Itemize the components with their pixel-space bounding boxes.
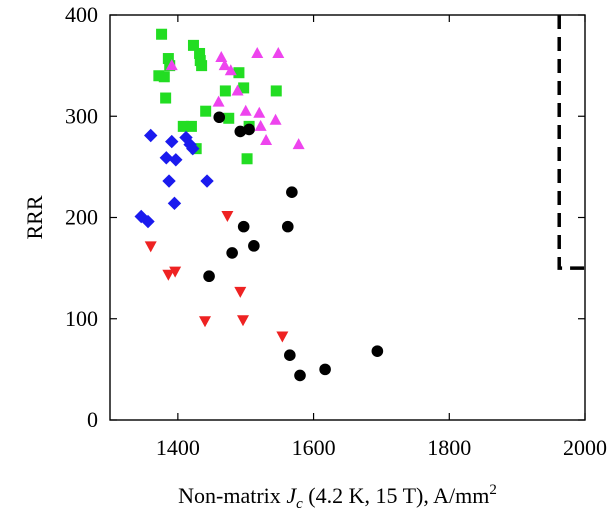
diamond-data-point [200, 174, 214, 188]
square-data-point [233, 67, 245, 79]
triangle-down-data-point [169, 266, 182, 278]
square-data-point [270, 85, 282, 97]
plot-frame [109, 14, 586, 421]
circle-data-point [248, 240, 260, 252]
circle-data-point [237, 220, 250, 233]
triangle-down-data-point [237, 315, 249, 327]
x-tick-label: 1600 [292, 435, 336, 460]
triangle-up-data-point [251, 46, 264, 58]
circle-data-point [203, 270, 215, 283]
triangle-down-data-point [234, 286, 247, 298]
square-data-point [194, 47, 206, 59]
y-axis-title: RRR [22, 195, 47, 239]
triangle-up-data-point [218, 59, 231, 71]
triangle-up-data-point [165, 59, 178, 71]
triangle-up-data-point [260, 134, 273, 146]
diamond-data-point [186, 141, 200, 156]
square-data-point [223, 112, 235, 124]
x-axis-title-suffix: (4.2 K, 15 T), A/mm [303, 483, 490, 508]
y-tick-label: 0 [87, 407, 98, 432]
diamond-data-point [159, 151, 174, 165]
circle-data-point [286, 186, 298, 198]
triangle-up-data-point [231, 84, 244, 96]
square-data-point [185, 120, 197, 132]
triangle-up-data-point [224, 64, 237, 76]
triangle-down-data-point [221, 210, 234, 222]
y-tick-label: 300 [65, 103, 98, 128]
square-data-point [177, 120, 189, 132]
x-tick-label: 1800 [427, 435, 471, 460]
circle-data-point [213, 111, 226, 124]
circle-data-point [234, 125, 247, 138]
circle-data-point [281, 220, 294, 233]
diamond-data-point [141, 214, 155, 229]
x-axis-title: Non-matrix Jc (4.2 K, 15 T), A/mm2 [178, 482, 497, 510]
axis-ticks: 1400 1600 1800 2000 0 100 200 300 400 [65, 2, 607, 460]
square-data-point [196, 60, 208, 72]
triangle-up-data-point [212, 95, 225, 107]
diamond-data-point [162, 174, 176, 188]
x-axis-title-prefix: Non-matrix [178, 483, 286, 508]
triangle-up-data-point [253, 106, 266, 118]
circle-data-point [243, 123, 255, 136]
square-data-point [156, 28, 168, 40]
x-tick-label: 2000 [563, 435, 607, 460]
x-tick-label: 1400 [156, 435, 200, 460]
square-data-point [241, 153, 253, 165]
diamond-data-point [167, 196, 182, 211]
square-data-point [162, 53, 174, 65]
diamond-data-point [144, 128, 158, 143]
triangle-up-data-point [272, 46, 285, 58]
triangle-down-data-point [199, 316, 211, 328]
square-data-point [187, 39, 199, 51]
data-points [134, 28, 384, 382]
square-data-point [238, 82, 250, 94]
triangle-up-data-point [292, 138, 305, 150]
circle-data-point [319, 363, 331, 376]
triangle-down-data-point [162, 269, 175, 281]
y-tick-label: 100 [65, 306, 98, 331]
y-tick-label: 400 [65, 2, 98, 27]
triangle-up-data-point [254, 119, 267, 131]
triangle-up-data-point [215, 51, 228, 63]
triangle-down-data-point [276, 331, 289, 343]
x-axis-title-subscript: c [296, 496, 303, 510]
y-tick-label: 200 [65, 205, 98, 230]
diamond-data-point [165, 134, 179, 149]
circle-data-point [371, 345, 384, 357]
circle-data-point [226, 247, 238, 259]
reference-dashed-line [557, 15, 585, 270]
triangle-up-data-point [239, 104, 252, 116]
circle-data-point [284, 349, 296, 362]
square-data-point [160, 92, 172, 104]
circle-data-point [294, 369, 306, 382]
triangle-up-data-point [269, 113, 282, 125]
triangle-down-data-point [144, 241, 157, 253]
square-data-point [219, 85, 231, 97]
square-data-point [158, 71, 170, 83]
x-axis-title-symbol: J [286, 483, 297, 508]
x-axis-title-superscript: 2 [489, 482, 497, 498]
diamond-data-point [169, 153, 183, 167]
square-data-point [200, 105, 212, 117]
